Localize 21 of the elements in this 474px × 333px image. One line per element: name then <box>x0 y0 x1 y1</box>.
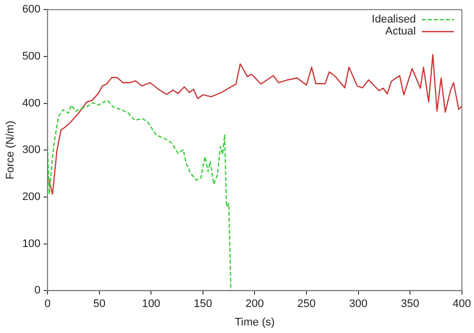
x-tick-label: 300 <box>349 298 368 310</box>
x-axis-title: Time (s) <box>234 316 275 328</box>
x-tick-label: 150 <box>194 298 212 310</box>
legend-label: Actual <box>385 26 416 38</box>
x-tick-label: 400 <box>452 298 472 310</box>
y-tick-label: 600 <box>22 4 41 16</box>
y-tick-label: 200 <box>22 190 41 203</box>
x-tick-label: 100 <box>142 298 160 310</box>
y-tick-label: 500 <box>22 50 41 62</box>
x-tick-label: 250 <box>297 298 316 310</box>
legend-label: Idealised <box>372 14 416 26</box>
y-tick-label: 400 <box>22 97 41 110</box>
y-tick-label: 300 <box>22 144 41 156</box>
x-tick-label: 0 <box>44 298 51 310</box>
line-series <box>48 100 232 291</box>
y-axis-title: Force (N/m) <box>4 120 17 180</box>
x-tick-label: 50 <box>93 298 106 310</box>
x-tick-label: 200 <box>246 298 264 310</box>
y-tick-label: 0 <box>34 284 41 297</box>
y-tick-label: 100 <box>22 238 41 250</box>
x-tick-label: 350 <box>400 298 420 310</box>
